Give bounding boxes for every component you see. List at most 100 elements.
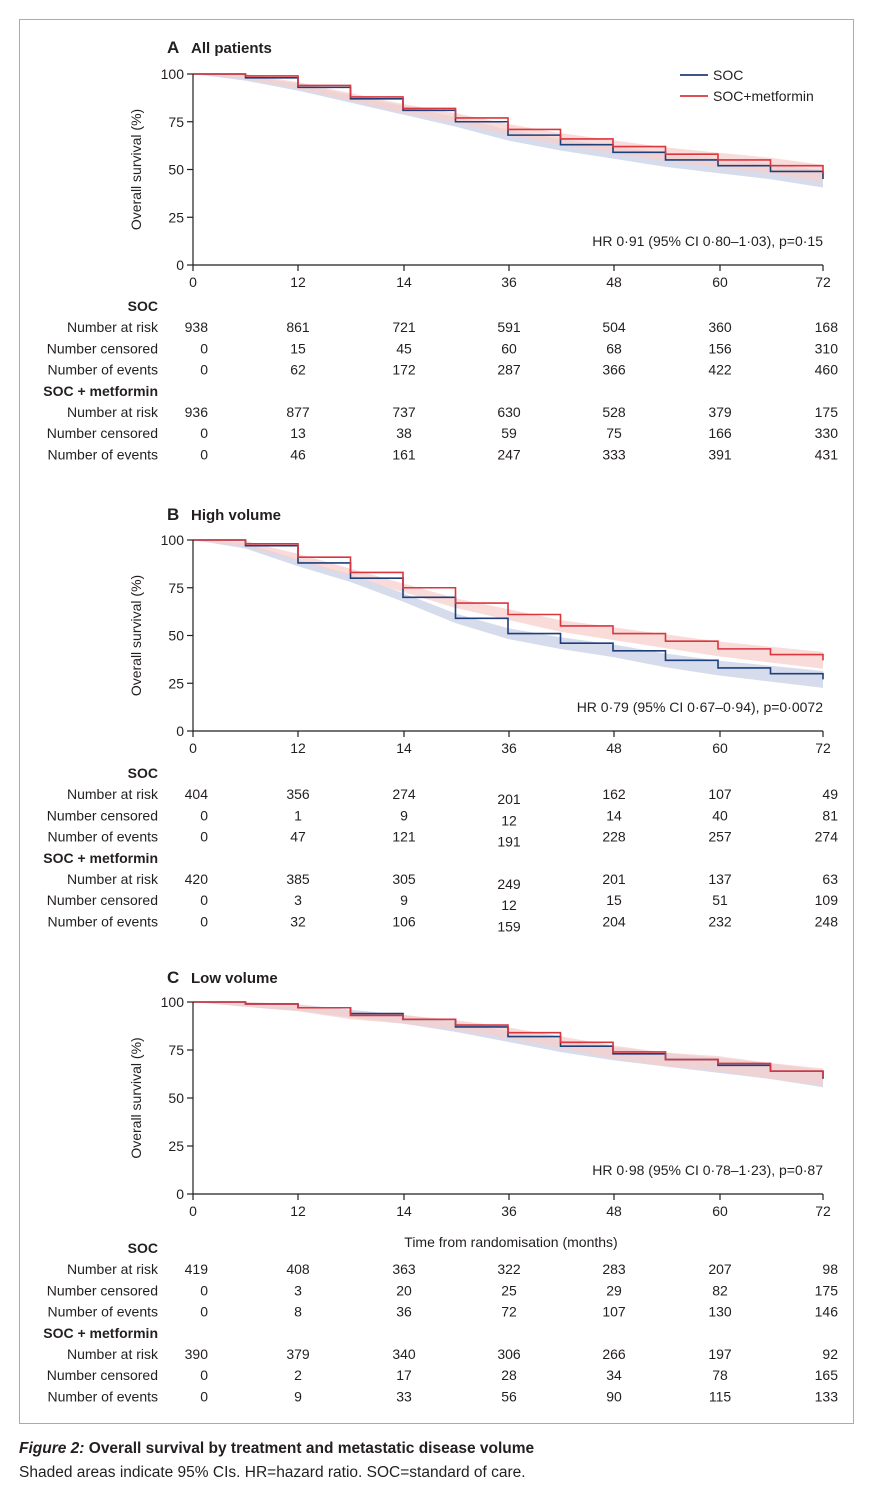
risk-table-cell: 861 bbox=[286, 319, 310, 335]
x-tick-label: 60 bbox=[712, 1203, 728, 1219]
risk-table-cell: 408 bbox=[286, 1261, 310, 1277]
y-axis-label: Overall survival (%) bbox=[128, 1037, 144, 1158]
risk-table-cell: 109 bbox=[815, 892, 839, 908]
risk-table-row-label: Number at risk bbox=[67, 319, 159, 335]
risk-table-cell: 379 bbox=[708, 404, 732, 420]
risk-table-cell: 366 bbox=[602, 362, 626, 378]
panel-title: All patients bbox=[191, 40, 272, 57]
risk-table-row-label: Number censored bbox=[47, 425, 158, 441]
risk-table-cell: 156 bbox=[708, 340, 732, 356]
x-tick-label: 12 bbox=[290, 274, 306, 290]
risk-table-row-label: Number censored bbox=[47, 1282, 158, 1298]
risk-table-cell: 63 bbox=[822, 871, 838, 887]
risk-table-cell: 422 bbox=[708, 362, 732, 378]
risk-table-cell: 28 bbox=[501, 1367, 517, 1383]
risk-table-cell: 340 bbox=[392, 1346, 416, 1362]
panel-a: A All patients 0 25 50 75 100 0 12 14 36 48 60 72 Over… bbox=[43, 38, 838, 462]
x-tick-label: 72 bbox=[815, 740, 831, 756]
risk-table-cell: 92 bbox=[822, 1346, 838, 1362]
risk-table-cell: 204 bbox=[602, 913, 626, 929]
risk-table-cell: 0 bbox=[200, 913, 208, 929]
risk-table-cell: 431 bbox=[815, 446, 839, 462]
x-tick-label: 0 bbox=[189, 740, 197, 756]
hazard-ratio-text: HR 0·91 (95% CI 0·80–1·03), p=0·15 bbox=[592, 233, 823, 249]
risk-table-cell: 2 bbox=[294, 1367, 302, 1383]
risk-table-cell: 249 bbox=[497, 876, 521, 892]
panel-label: C bbox=[167, 968, 179, 987]
x-tick-label: 14 bbox=[396, 740, 412, 756]
risk-table-cell: 107 bbox=[602, 1304, 626, 1320]
y-tick-label: 0 bbox=[176, 1186, 184, 1202]
risk-table-cell: 330 bbox=[815, 425, 839, 441]
risk-table-cell: 305 bbox=[392, 871, 416, 887]
risk-table-cell: 0 bbox=[200, 1388, 208, 1404]
risk-table-cell: 460 bbox=[815, 362, 839, 378]
risk-table-cell: 877 bbox=[286, 404, 310, 420]
risk-table-cell: 40 bbox=[712, 807, 728, 823]
risk-table-cell: 72 bbox=[501, 1304, 517, 1320]
risk-table-cell: 0 bbox=[200, 425, 208, 441]
risk-table-cell: 115 bbox=[709, 1388, 732, 1404]
risk-table-group-label: SOC bbox=[128, 765, 158, 781]
risk-table-cell: 191 bbox=[497, 834, 521, 850]
risk-table-cell: 0 bbox=[200, 362, 208, 378]
risk-table-cell: 78 bbox=[712, 1367, 728, 1383]
risk-table-cell: 504 bbox=[602, 319, 626, 335]
risk-table-cell: 310 bbox=[815, 340, 839, 356]
ci-band-soc-metformin bbox=[193, 1002, 823, 1086]
panel-label: A bbox=[167, 38, 179, 57]
hazard-ratio-text: HR 0·79 (95% CI 0·67–0·94), p=0·0072 bbox=[577, 699, 824, 715]
risk-table-cell: 34 bbox=[606, 1367, 622, 1383]
risk-table-cell: 0 bbox=[200, 340, 208, 356]
risk-table-cell: 333 bbox=[602, 446, 626, 462]
risk-table-cell: 121 bbox=[392, 829, 416, 845]
risk-table-row-label: Number of events bbox=[48, 362, 159, 378]
risk-table-cell: 201 bbox=[602, 871, 626, 887]
risk-table-cell: 248 bbox=[815, 913, 839, 929]
risk-table-cell: 385 bbox=[286, 871, 310, 887]
risk-table-cell: 166 bbox=[708, 425, 732, 441]
risk-table-row-label: Number censored bbox=[47, 807, 158, 823]
risk-table-cell: 90 bbox=[606, 1388, 622, 1404]
risk-table-group-label: SOC bbox=[128, 1240, 158, 1256]
x-tick-label: 48 bbox=[606, 274, 622, 290]
y-tick-label: 25 bbox=[168, 1138, 184, 1154]
risk-table-cell: 51 bbox=[712, 892, 728, 908]
risk-table-cell: 0 bbox=[200, 1282, 208, 1298]
risk-table-cell: 0 bbox=[200, 446, 208, 462]
risk-table-cell: 162 bbox=[602, 786, 626, 802]
risk-table-cell: 390 bbox=[185, 1346, 209, 1362]
risk-table-cell: 17 bbox=[396, 1367, 412, 1383]
risk-table-cell: 591 bbox=[497, 319, 521, 335]
x-axis-label: Time from randomisation (months) bbox=[404, 1234, 617, 1250]
ci-band-soc bbox=[193, 1002, 823, 1088]
risk-table-cell: 0 bbox=[200, 807, 208, 823]
x-tick-label: 36 bbox=[501, 740, 517, 756]
risk-table-cell: 247 bbox=[497, 446, 521, 462]
y-tick-label: 0 bbox=[176, 723, 184, 739]
risk-table-cell: 47 bbox=[290, 829, 306, 845]
panel-c: C Low volume 0 25 50 75 100 0 12 14 36 48 60 72 Overal… bbox=[43, 968, 838, 1404]
risk-table-cell: 0 bbox=[200, 1367, 208, 1383]
risk-table-cell: 15 bbox=[606, 892, 622, 908]
x-tick-label: 72 bbox=[815, 274, 831, 290]
x-tick-label: 0 bbox=[189, 274, 197, 290]
risk-table-cell: 133 bbox=[815, 1388, 839, 1404]
risk-table-cell: 98 bbox=[822, 1261, 838, 1277]
y-tick-label: 25 bbox=[168, 675, 184, 691]
risk-table-cell: 419 bbox=[185, 1261, 209, 1277]
risk-table-cell: 207 bbox=[708, 1261, 732, 1277]
x-tick-label: 72 bbox=[815, 1203, 831, 1219]
risk-table-cell: 82 bbox=[712, 1282, 728, 1298]
caption-figure-label: Figure 2: bbox=[19, 1440, 85, 1457]
risk-table-cell: 0 bbox=[200, 1304, 208, 1320]
risk-table-row-label: Number censored bbox=[47, 340, 158, 356]
risk-table-cell: 59 bbox=[501, 425, 517, 441]
survival-line-soc-metformin bbox=[193, 539, 824, 661]
risk-table-cell: 130 bbox=[708, 1304, 732, 1320]
risk-table-cell: 197 bbox=[708, 1346, 732, 1362]
risk-table-cell: 9 bbox=[400, 807, 408, 823]
risk-table-cell: 283 bbox=[602, 1261, 626, 1277]
risk-table-cell: 36 bbox=[396, 1304, 412, 1320]
